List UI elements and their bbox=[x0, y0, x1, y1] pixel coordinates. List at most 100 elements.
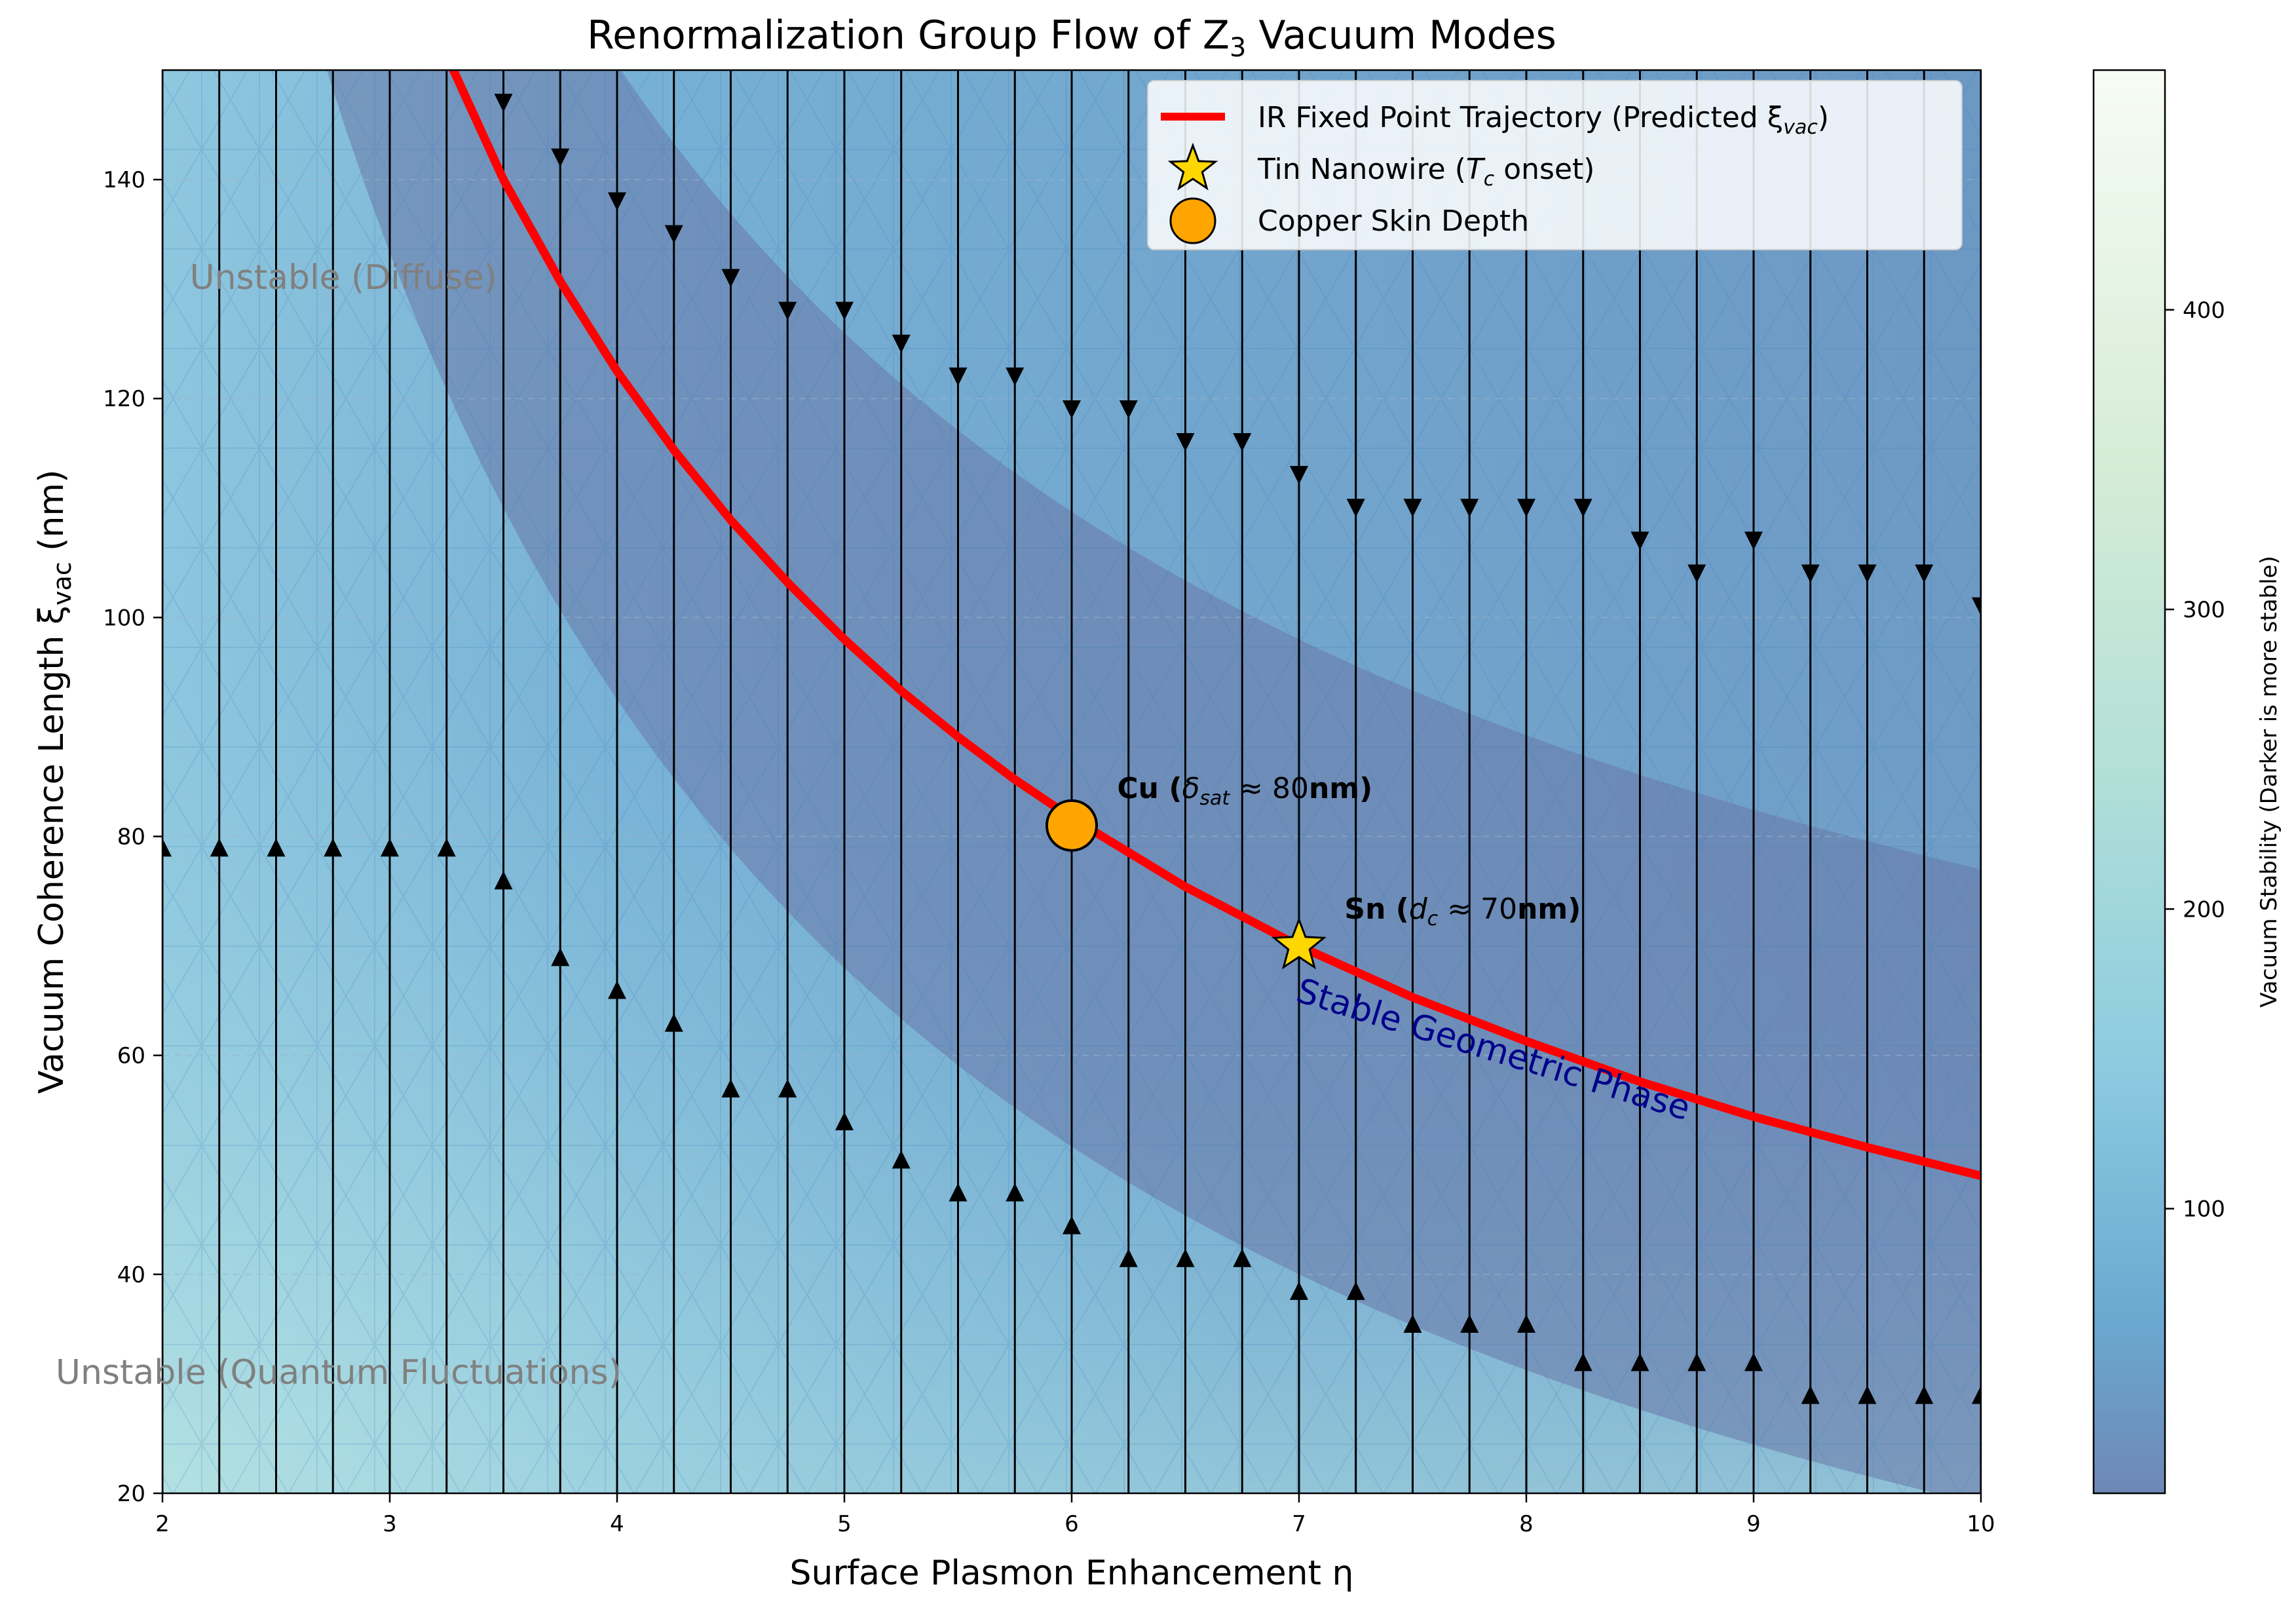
flow-arrow-down bbox=[1972, 597, 1981, 616]
flow-arrow-up bbox=[1858, 1385, 1877, 1404]
flow-arrow-up bbox=[1119, 1248, 1138, 1267]
y-tick-label: 40 bbox=[117, 1262, 145, 1288]
annotation-sn: Sn (dc ≈ 70nm) bbox=[1344, 892, 1581, 930]
flow-arrow-down bbox=[1858, 564, 1877, 583]
point-copper-skin-depth bbox=[1045, 799, 1098, 852]
y-tick-label: 80 bbox=[117, 824, 145, 851]
flow-arrow-down bbox=[1687, 564, 1706, 583]
flow-arrow-up bbox=[1630, 1352, 1649, 1371]
region-label: Unstable (Quantum Fluctuations) bbox=[56, 1353, 622, 1392]
flow-arrow-down bbox=[892, 334, 911, 353]
flow-arrow-down bbox=[608, 192, 626, 211]
flow-arrow-down bbox=[1346, 499, 1365, 518]
x-tick-label: 5 bbox=[837, 1511, 852, 1537]
colorbar-gradient bbox=[2092, 69, 2166, 1495]
legend-label-tin: Tin Nanowire (Tc onset) bbox=[1257, 153, 1594, 191]
legend-star-swatch bbox=[1167, 142, 1218, 191]
flow-arrow-down bbox=[949, 367, 968, 386]
x-tick-label: 2 bbox=[155, 1511, 170, 1537]
flow-arrow-down bbox=[664, 225, 683, 244]
flow-arrow-up bbox=[1176, 1248, 1195, 1267]
flow-arrow-down bbox=[1006, 367, 1025, 386]
flow-arrow-down bbox=[1460, 499, 1479, 518]
flow-arrow-up bbox=[1744, 1352, 1763, 1371]
flow-arrow-down bbox=[835, 301, 854, 320]
region-label: Unstable (Diffuse) bbox=[190, 258, 497, 297]
y-tick-label: 20 bbox=[117, 1481, 145, 1507]
y-axis-label: Vacuum Coherence Length ξvac (nm) bbox=[32, 470, 77, 1094]
colorbar-tick-label: 100 bbox=[2183, 1196, 2225, 1223]
legend-label-trajectory: IR Fixed Point Trajectory (Predicted ξva… bbox=[1258, 101, 1829, 139]
colorbar-tick-label: 400 bbox=[2183, 297, 2225, 324]
flow-arrow-up bbox=[608, 980, 626, 999]
flow-arrow-up bbox=[721, 1079, 740, 1098]
series-line-ir-trajectory bbox=[449, 70, 1981, 1180]
colorbar: 100 200 300 400 Vacuum Stability (Darker is… bbox=[2092, 69, 2282, 1495]
x-tick-label: 4 bbox=[610, 1511, 624, 1537]
colorbar-ticks: 100 200 300 400 bbox=[2165, 297, 2225, 1223]
x-tick-label: 3 bbox=[383, 1511, 397, 1537]
flow-arrow-up bbox=[437, 838, 456, 857]
flow-arrow-down bbox=[1233, 433, 1252, 452]
colorbar-tick-label: 200 bbox=[2183, 896, 2225, 923]
flow-arrow-up bbox=[1403, 1314, 1422, 1333]
flow-arrow-up bbox=[1290, 1281, 1308, 1300]
flow-arrow-down bbox=[1573, 499, 1592, 518]
flow-arrow-up bbox=[1233, 1248, 1252, 1267]
flow-arrow-up bbox=[162, 838, 172, 857]
flow-arrow-down bbox=[1915, 564, 1934, 583]
flow-arrow-down bbox=[1801, 564, 1820, 583]
colorbar-label: Vacuum Stability (Darker is more stable) bbox=[2256, 556, 2282, 1007]
flow-arrow-down bbox=[1176, 433, 1195, 452]
colorbar-tick-label: 300 bbox=[2183, 597, 2225, 623]
flow-arrow-down bbox=[1119, 400, 1138, 419]
flow-arrow-up bbox=[1346, 1281, 1365, 1300]
y-axis: 20 40 60 80 100 120 140 bbox=[103, 167, 162, 1507]
x-axis-label: Surface Plasmon Enhancement η bbox=[790, 1554, 1354, 1593]
series-layer bbox=[449, 70, 1981, 1180]
points-layer bbox=[1045, 799, 1327, 970]
plot-area bbox=[162, 70, 1981, 1493]
chart-title: Renormalization Group Flow of Z3 Vacuum … bbox=[587, 12, 1556, 63]
flow-arrow-up bbox=[892, 1150, 911, 1169]
x-tick-label: 10 bbox=[1967, 1511, 1995, 1537]
flow-arrow-up bbox=[210, 838, 229, 857]
flow-arrow-down bbox=[494, 94, 513, 113]
legend: IR Fixed Point Trajectory (Predicted ξva… bbox=[1147, 80, 1963, 250]
flow-arrow-up bbox=[1573, 1352, 1592, 1371]
flow-arrow-down bbox=[1744, 531, 1763, 550]
flow-arrow-up bbox=[1687, 1352, 1706, 1371]
flow-arrow-up bbox=[494, 871, 513, 890]
flow-arrow-up bbox=[1972, 1385, 1981, 1404]
flow-arrow-up bbox=[1063, 1215, 1081, 1234]
y-tick-label: 120 bbox=[103, 386, 145, 412]
y-tick-label: 60 bbox=[117, 1043, 145, 1069]
flow-arrow-up bbox=[1460, 1314, 1479, 1333]
flow-arrow-up bbox=[324, 838, 343, 857]
flow-arrows bbox=[162, 94, 1981, 1404]
flow-arrow-up bbox=[1517, 1314, 1535, 1333]
flow-arrow-up bbox=[778, 1079, 797, 1098]
flow-arrow-down bbox=[1630, 531, 1649, 550]
annotation-cu: Cu (δsat ≈ 80nm) bbox=[1117, 772, 1372, 810]
flow-arrow-up bbox=[267, 838, 286, 857]
flow-arrow-down bbox=[1517, 499, 1535, 518]
flow-arrow-up bbox=[1006, 1183, 1025, 1202]
flow-arrow-down bbox=[551, 148, 570, 167]
flow-arrow-up bbox=[664, 1013, 683, 1032]
flow-arrow-down bbox=[1063, 400, 1081, 419]
flow-arrow-up bbox=[551, 947, 570, 966]
legend-circle-swatch bbox=[1169, 197, 1216, 244]
flow-arrow-up bbox=[1801, 1385, 1820, 1404]
x-tick-label: 6 bbox=[1064, 1511, 1079, 1537]
flow-arrow-down bbox=[778, 301, 797, 320]
flow-arrow-up bbox=[835, 1111, 854, 1130]
flow-arrow-up bbox=[1915, 1385, 1934, 1404]
legend-label-copper: Copper Skin Depth bbox=[1258, 204, 1529, 238]
flow-arrow-down bbox=[721, 269, 740, 288]
y-tick-label: 100 bbox=[103, 605, 145, 631]
flow-arrow-down bbox=[1290, 466, 1308, 485]
flow-arrow-down bbox=[1403, 499, 1422, 518]
point-tin-nanowire bbox=[1271, 917, 1327, 970]
